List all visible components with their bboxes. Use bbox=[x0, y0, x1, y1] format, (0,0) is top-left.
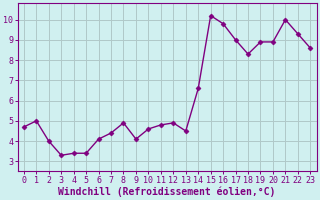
X-axis label: Windchill (Refroidissement éolien,°C): Windchill (Refroidissement éolien,°C) bbox=[58, 186, 276, 197]
